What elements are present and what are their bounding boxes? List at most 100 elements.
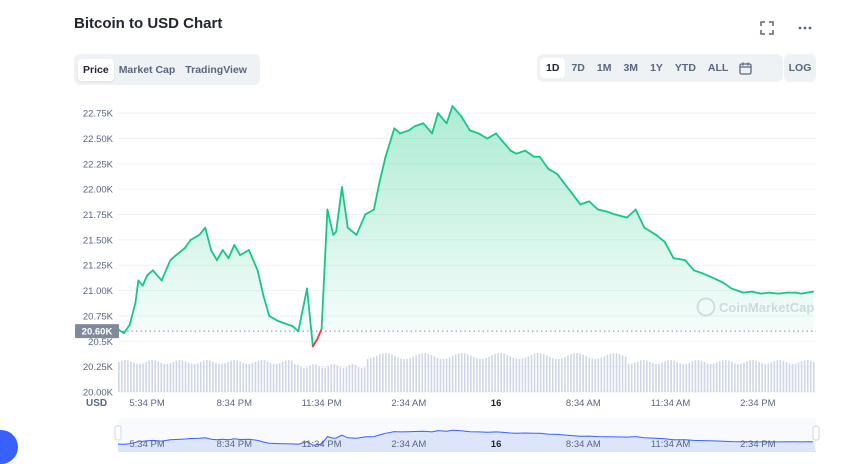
price-line-segment (262, 294, 271, 317)
volume-bar (300, 366, 302, 392)
range-all[interactable]: ALL (707, 62, 729, 74)
volume-bar (755, 360, 757, 392)
x-tick-label: 5:34 PM (129, 398, 164, 409)
price-line-segment (431, 112, 439, 135)
price-line-segment (277, 320, 285, 324)
volume-bar (463, 353, 466, 392)
volume-bar (727, 360, 730, 392)
fullscreen-icon[interactable] (759, 20, 775, 36)
volume-bar (776, 360, 779, 392)
volume-bar (239, 361, 241, 392)
volume-bar (418, 353, 421, 392)
volume-bar (372, 357, 375, 392)
volume-bar (218, 363, 220, 392)
price-line-segment (605, 210, 617, 216)
volume-bar (697, 360, 700, 392)
price-line-segment (806, 290, 814, 294)
tab-price[interactable]: Price (78, 58, 114, 81)
log-scale-toggle[interactable]: LOG (784, 54, 816, 82)
volume-bar (290, 360, 293, 392)
price-line-segment (393, 127, 402, 135)
volume-bar (366, 358, 369, 392)
volume-bar (737, 363, 739, 392)
range-1d[interactable]: 1D (540, 58, 566, 78)
tab-market-cap[interactable]: Market Cap (118, 63, 176, 76)
volume-bar (403, 358, 405, 392)
price-line-segment (509, 149, 518, 155)
calendar-icon[interactable] (738, 61, 752, 75)
volume-bar (190, 363, 193, 392)
volume-bar (497, 353, 499, 392)
volume-bar (230, 360, 232, 392)
volume-bar (558, 358, 560, 392)
y-tick-label: 21.50K (83, 235, 114, 246)
price-line-segment (742, 290, 753, 294)
volume-bar (542, 354, 545, 392)
volume-bar (649, 361, 651, 392)
tab-tradingview[interactable]: TradingView (185, 63, 247, 76)
more-options-icon[interactable] (797, 20, 813, 36)
volume-bar (287, 360, 290, 392)
volume-bar (661, 362, 663, 392)
range-1m[interactable]: 1M (596, 62, 612, 74)
navigator-right-handle[interactable] (812, 425, 820, 441)
volume-bar (470, 355, 472, 392)
price-line-segment (122, 324, 131, 335)
volume-bar (460, 353, 463, 392)
volume-bar (321, 367, 323, 392)
volume-bar (479, 358, 481, 392)
volume-bar (454, 354, 457, 392)
floating-action-button[interactable] (0, 430, 18, 464)
price-line-segment (306, 287, 314, 348)
price-line-segment (524, 149, 535, 158)
volume-bar (779, 360, 782, 392)
volume-bar (342, 367, 345, 392)
price-line-segment (634, 208, 646, 229)
volume-bar (597, 358, 600, 392)
watermark-logo-icon (696, 297, 716, 317)
price-line-segment (596, 208, 608, 213)
volume-bar (806, 360, 809, 392)
volume-bar (809, 360, 812, 392)
navigator-left-handle[interactable] (114, 425, 122, 441)
volume-bar (284, 360, 287, 392)
volume-bar (800, 361, 803, 392)
volume-bar (369, 358, 372, 392)
volume-bar (473, 357, 475, 392)
volume-bar (375, 355, 378, 392)
y-tick-label: 20.25K (83, 362, 114, 373)
volume-bar (652, 363, 654, 392)
volume-bar (236, 360, 238, 392)
volume-bar (500, 353, 502, 392)
volume-bar (773, 361, 776, 392)
volume-bar (278, 363, 281, 392)
price-line-segment (486, 132, 497, 140)
volume-bar (485, 358, 487, 392)
price-line-segment (663, 241, 675, 260)
price-line-segment (614, 213, 628, 219)
volume-bar (363, 367, 366, 392)
volume-bar (594, 358, 597, 392)
volume-bar (539, 353, 542, 392)
range-7d[interactable]: 7D (571, 62, 585, 74)
price-line-segment (247, 249, 259, 272)
volume-bar (646, 360, 648, 392)
volume-bar (212, 361, 214, 392)
range-3m[interactable]: 3M (623, 62, 639, 74)
price-line-segment (215, 249, 224, 262)
volume-bar (706, 363, 709, 392)
volume-bar (724, 360, 727, 392)
price-line-segment (759, 291, 771, 295)
range-1y[interactable]: 1Y (650, 62, 663, 74)
volume-bar (606, 354, 609, 392)
coinmarketcap-watermark: CoinMarketCap (696, 297, 814, 317)
volume-bar (202, 360, 205, 392)
volume-bar (306, 367, 308, 392)
x-tick-label: 11:34 PM (302, 398, 342, 409)
price-line-segment (445, 105, 454, 125)
volume-bar (752, 360, 754, 392)
range-ytd[interactable]: YTD (674, 62, 696, 74)
volume-bar (439, 358, 442, 392)
volume-bar (512, 357, 515, 392)
